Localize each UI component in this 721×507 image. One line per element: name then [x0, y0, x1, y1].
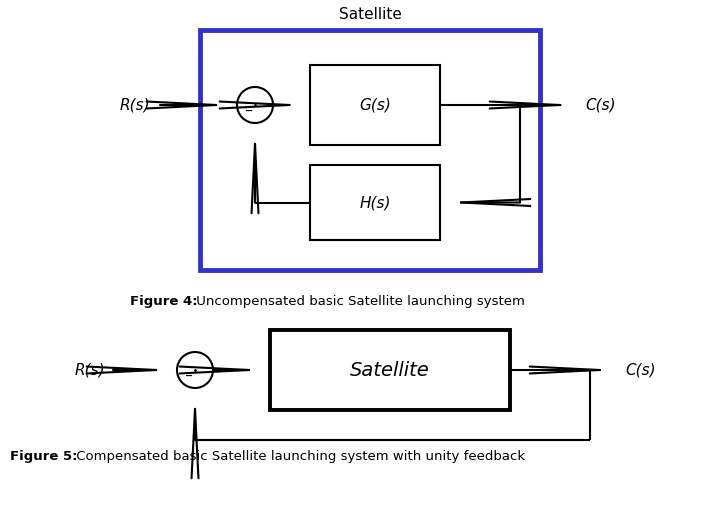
Text: Uncompensated basic Satellite launching system: Uncompensated basic Satellite launching … [192, 295, 525, 308]
Bar [310, 65, 440, 145]
Text: R(s): R(s) [75, 363, 105, 378]
Text: C(s): C(s) [585, 97, 616, 113]
Bar [310, 165, 440, 240]
Text: R(s): R(s) [120, 97, 151, 113]
Text: Compensated basic Satellite launching system with unity feedback: Compensated basic Satellite launching sy… [72, 450, 525, 463]
Text: Figure 5:: Figure 5: [10, 450, 77, 463]
Text: C(s): C(s) [625, 363, 655, 378]
Text: Figure 4:: Figure 4: [130, 295, 198, 308]
Bar [200, 30, 540, 270]
Text: −: − [244, 106, 253, 116]
Bar [270, 330, 510, 410]
Text: G(s): G(s) [359, 97, 391, 113]
Text: Satellite: Satellite [339, 7, 402, 22]
Text: H(s): H(s) [359, 195, 391, 210]
Text: −: − [185, 371, 193, 381]
Text: Satellite: Satellite [350, 360, 430, 380]
